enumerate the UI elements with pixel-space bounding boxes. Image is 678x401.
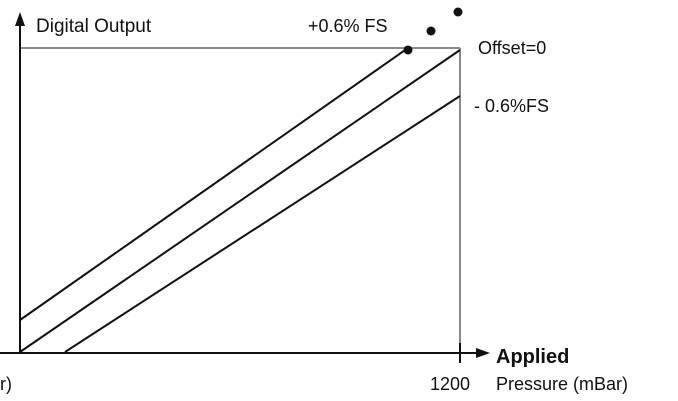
y-axis-arrow-icon (15, 12, 25, 26)
line-plus-offset (19, 47, 409, 321)
x-axis-arrow-icon (476, 348, 490, 358)
y-axis-label: Digital Output (36, 16, 152, 37)
marker-dot (426, 26, 436, 36)
marker-dot (453, 7, 463, 17)
plus-offset-label: +0.6% FS (308, 16, 388, 36)
minus-offset-label: - 0.6%FS (474, 96, 549, 116)
line-zero-offset (19, 49, 461, 353)
zero-offset-label: Offset=0 (478, 38, 546, 58)
marker-dot (403, 45, 413, 55)
x-axis-max-label: 1200 (430, 374, 470, 394)
x-axis-label-line1: Applied (496, 346, 569, 368)
x-axis-origin-label-fragment: r) (0, 374, 12, 394)
line-minus-offset (64, 95, 461, 353)
x-axis-label-line2: Pressure (mBar) (496, 374, 628, 394)
